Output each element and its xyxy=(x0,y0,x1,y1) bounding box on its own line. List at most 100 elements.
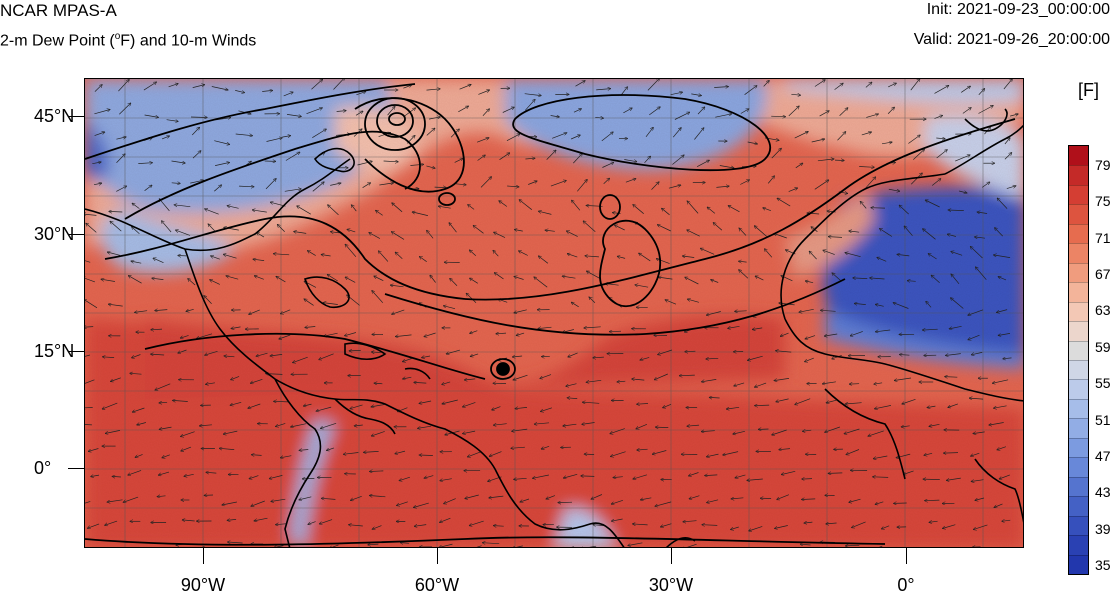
wind-arrow xyxy=(357,161,373,166)
wind-arrow xyxy=(184,474,194,476)
lon-label-30w: 30°W xyxy=(648,575,694,595)
wind-arrow xyxy=(249,309,260,315)
wind-arrow xyxy=(595,117,603,118)
wind-arrow xyxy=(345,332,356,336)
lat-tick xyxy=(68,116,84,117)
wind-arrow xyxy=(271,498,286,501)
wind-arrow xyxy=(143,82,157,91)
wind-arrow xyxy=(403,377,412,379)
wind-arrow xyxy=(670,92,683,96)
wind-arrow xyxy=(206,383,215,385)
wind-arrow xyxy=(946,477,961,480)
wind-arrow xyxy=(691,94,701,96)
wind-arrow xyxy=(138,163,152,164)
wind-arrow xyxy=(482,109,490,116)
wind-arrow xyxy=(283,92,293,97)
wind-arrow xyxy=(482,543,500,544)
wind-arrow xyxy=(442,399,458,404)
colorbar-segment xyxy=(1069,340,1088,361)
wind-arrow xyxy=(254,517,268,521)
wind-arrow xyxy=(1002,520,1011,521)
wind-arrow xyxy=(781,470,796,474)
wind-arrow xyxy=(308,521,316,525)
wind-arrow xyxy=(306,108,323,115)
wind-arrow xyxy=(707,207,716,214)
wind-arrow xyxy=(215,162,230,166)
wind-arrow xyxy=(305,327,316,328)
wind-arrow xyxy=(190,117,207,118)
wind-arrow xyxy=(470,330,478,334)
wind-arrow xyxy=(563,423,577,426)
wind-arrow xyxy=(999,474,1011,479)
wind-arrow xyxy=(860,201,867,209)
wind-arrow xyxy=(567,398,578,399)
wind-arrow xyxy=(682,256,695,258)
wind-arrow xyxy=(343,452,359,455)
wind-arrow xyxy=(788,188,798,192)
wind-arrow xyxy=(875,304,884,306)
wind-arrow xyxy=(726,407,740,409)
wind-arrow xyxy=(158,471,170,475)
wind-arrow xyxy=(262,90,273,91)
wind-arrow xyxy=(949,325,962,329)
wind-arrow xyxy=(269,475,283,478)
subtitle-text-pre: 2-m Dew Point ( xyxy=(0,32,115,50)
wind-arrow xyxy=(250,378,263,383)
wind-arrow xyxy=(91,475,100,477)
wind-arrow xyxy=(582,422,595,425)
wind-arrow xyxy=(199,425,212,426)
wind-arrow xyxy=(525,158,535,159)
wind-arrow xyxy=(740,180,749,185)
wind-arrow xyxy=(270,354,283,356)
colorbar-segment xyxy=(1069,398,1088,419)
wind-arrow xyxy=(873,455,888,459)
wind-arrow xyxy=(585,256,599,257)
wind-arrow xyxy=(424,332,436,337)
wind-arrow xyxy=(776,351,792,352)
colorbar-segment xyxy=(1069,184,1088,205)
colorbar-segment xyxy=(1069,165,1088,186)
wind-arrow xyxy=(168,84,179,88)
wind-arrow xyxy=(214,140,229,145)
colorbar-units: [F] xyxy=(1078,80,1099,100)
colorbar-segment xyxy=(1069,223,1088,244)
wind-arrow xyxy=(94,85,102,92)
wind-arrow xyxy=(329,544,339,547)
wind-arrow xyxy=(685,351,696,352)
colorbar-label: 51 xyxy=(1095,411,1111,428)
valid-time: Valid: 2021-09-26_20:00:00 xyxy=(913,31,1110,48)
wind-arrow xyxy=(519,200,533,210)
wind-arrow xyxy=(562,276,576,279)
wind-arrow xyxy=(87,523,100,528)
wind-arrow xyxy=(824,333,838,336)
wind-arrow xyxy=(444,498,456,504)
wind-arrow xyxy=(550,180,567,187)
wind-arrow xyxy=(93,183,102,185)
lat-label-15n: 15°N xyxy=(34,341,75,361)
wind-arrow xyxy=(651,182,660,190)
lat-tick xyxy=(68,234,84,235)
wind-arrow xyxy=(424,475,434,479)
wind-arrow xyxy=(656,259,670,264)
wind-arrow xyxy=(660,523,672,527)
wind-arrow xyxy=(888,188,900,191)
wind-arrow xyxy=(235,90,244,92)
wind-arrow xyxy=(356,91,366,96)
wind-arrow xyxy=(492,406,501,410)
wind-arrow xyxy=(819,111,830,117)
wind-arrow xyxy=(951,251,963,256)
wind-arrow xyxy=(805,281,814,283)
colorbar-segment xyxy=(1069,437,1088,458)
wind-arrow xyxy=(132,203,140,209)
wind-arrow xyxy=(628,542,643,546)
wind-arrow xyxy=(995,228,1003,237)
wind-arrow xyxy=(837,132,846,141)
wind-arrow xyxy=(637,449,648,450)
wind-arrow xyxy=(205,350,218,355)
wind-arrow xyxy=(975,497,985,500)
lon-label-0: 0° xyxy=(897,575,915,595)
wind-arrow xyxy=(499,201,508,207)
wind-arrow xyxy=(899,355,910,356)
wind-arrow xyxy=(285,152,300,161)
colorbar-label: 71 xyxy=(1095,229,1111,246)
